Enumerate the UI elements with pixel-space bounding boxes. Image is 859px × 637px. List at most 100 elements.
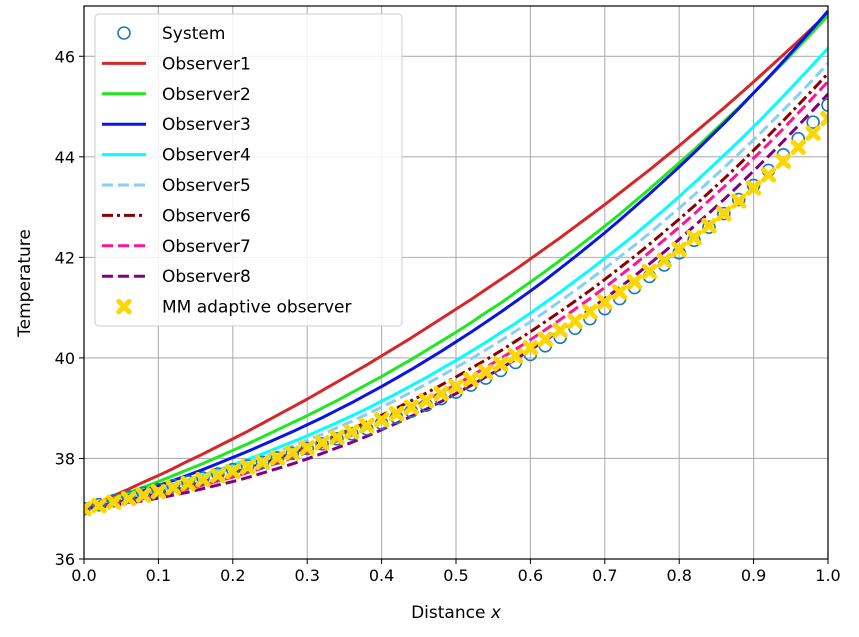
mm-adaptive-observer-point xyxy=(582,303,598,320)
mm-adaptive-observer-point xyxy=(150,483,167,500)
x-tick-label: 0.0 xyxy=(71,566,96,585)
mm-adaptive-observer-point xyxy=(403,399,420,415)
mm-adaptive-observer-point xyxy=(716,205,732,222)
system-point xyxy=(731,192,746,207)
mm-adaptive-observer-point xyxy=(418,392,434,409)
mm-adaptive-observer-point xyxy=(239,459,256,475)
system-point xyxy=(270,451,285,465)
mm-adaptive-observer-point xyxy=(760,167,777,183)
x-axis-label-text: Distance xyxy=(411,603,485,623)
y-tick-label: 42 xyxy=(55,248,75,267)
legend-label-mm-adaptive-observer: MM adaptive observer xyxy=(162,298,351,318)
mm-adaptive-observer-point xyxy=(225,463,241,480)
system-point xyxy=(181,475,195,489)
mm-adaptive-observer-point xyxy=(254,454,271,471)
mm-adaptive-observer-point xyxy=(507,348,524,364)
system-point xyxy=(106,493,121,508)
system-point xyxy=(166,478,181,493)
mm-adaptive-observer-point xyxy=(641,263,658,280)
mm-adaptive-observer-point xyxy=(344,424,360,440)
y-axis-label: Temperature xyxy=(15,229,35,338)
x-tick-label: 0.2 xyxy=(220,566,245,585)
mm-adaptive-observer-point xyxy=(135,487,152,503)
mm-adaptive-observer-point xyxy=(656,252,673,269)
x-tick-label: 1.0 xyxy=(815,566,840,585)
mm-adaptive-observer-point xyxy=(269,450,286,466)
mm-adaptive-observer-point xyxy=(448,378,464,395)
system-point xyxy=(717,206,731,221)
y-tick-label: 38 xyxy=(55,449,75,468)
legend-label-observer7: Observer7 xyxy=(162,237,251,257)
legend-swatch-mm-adaptive-observer xyxy=(116,298,132,315)
mm-adaptive-observer-point xyxy=(597,294,613,310)
system-point xyxy=(84,501,91,516)
x-tick-label: 0.9 xyxy=(741,566,766,585)
mm-adaptive-observer-point xyxy=(314,435,330,451)
mm-adaptive-observer-point xyxy=(195,471,211,488)
system-point xyxy=(285,446,300,461)
mm-adaptive-observer-point xyxy=(165,479,181,496)
mm-adaptive-observer-point xyxy=(805,125,821,141)
observer3-line xyxy=(84,10,828,511)
system-point xyxy=(345,427,359,441)
system-point xyxy=(255,455,270,470)
mm-adaptive-observer-point xyxy=(329,429,345,446)
mm-adaptive-observer-point xyxy=(388,406,405,422)
axis-ticks: 0.0 0.1 0.2 0.3 0.4 0.5 0.6 0.7 0.8 0.9 1.0 36 38 40 4… xyxy=(55,47,841,585)
mm-adaptive-observer-point xyxy=(299,440,315,456)
system-point xyxy=(821,98,828,112)
x-axis-label: Distance x xyxy=(411,603,502,623)
y-tick-label: 44 xyxy=(55,148,75,167)
x-tick-label: 0.4 xyxy=(369,566,394,585)
x-tick-label: 0.5 xyxy=(443,566,468,585)
system-point xyxy=(330,432,344,446)
mm-adaptive-observer-point xyxy=(210,467,226,484)
mm-adaptive-observer-point xyxy=(492,356,509,372)
mm-adaptive-observer-point xyxy=(626,274,643,290)
system-point xyxy=(226,462,240,477)
mm-adaptive-observer-point xyxy=(180,475,196,492)
legend-frame xyxy=(94,13,403,327)
mm-adaptive-observer-point xyxy=(91,498,107,514)
observer8-line xyxy=(84,92,828,511)
system-point xyxy=(196,471,210,485)
mm-adaptive-observer-point xyxy=(731,193,747,209)
mm-adaptive-observer-point xyxy=(820,110,828,127)
x-tick-label: 0.8 xyxy=(666,566,691,585)
x-tick-label: 0.1 xyxy=(146,566,171,585)
legend-label-observer4: Observer4 xyxy=(162,146,251,166)
system-point xyxy=(151,482,166,497)
x-tick-label: 0.3 xyxy=(294,566,319,585)
mm-adaptive-observer-point xyxy=(106,494,122,510)
system-point xyxy=(300,441,315,456)
legend-label-observer5: Observer5 xyxy=(162,176,251,196)
mm-adaptive-observer-point xyxy=(701,217,717,234)
series-layer xyxy=(84,10,828,517)
mm-adaptive-observer-point xyxy=(284,445,301,461)
legend-label-observer8: Observer8 xyxy=(162,267,251,287)
mm-adaptive-observer-point xyxy=(373,412,390,428)
mm-adaptive-observer-point xyxy=(478,364,494,380)
observer2-line xyxy=(84,14,828,511)
y-tick-label: 46 xyxy=(55,47,75,66)
system-point xyxy=(121,490,136,504)
legend-label-observer2: Observer2 xyxy=(162,85,251,105)
system-point xyxy=(702,220,716,234)
mm-adaptive-observer-point xyxy=(84,501,92,517)
mm-adaptive-observer-point xyxy=(686,230,702,246)
mm-adaptive-observer-point xyxy=(552,322,568,338)
y-tick-label: 40 xyxy=(55,349,75,368)
legend-label-observer1: Observer1 xyxy=(162,54,251,74)
mm-adaptive-observer-point xyxy=(463,371,479,388)
mm-adaptive-observer-point xyxy=(120,490,137,507)
x-tick-label: 0.7 xyxy=(592,566,617,585)
system-point xyxy=(806,115,820,129)
legend: System Observer1 Observer2 Observer3 Observe… xyxy=(94,13,403,327)
mm-adaptive-observer-point xyxy=(611,284,628,300)
mm-adaptive-observer-point xyxy=(433,385,449,402)
mm-adaptive-observer-point xyxy=(537,331,553,348)
system-point xyxy=(136,486,151,500)
system-point xyxy=(315,437,329,451)
mm-adaptive-observer-point xyxy=(745,180,762,196)
